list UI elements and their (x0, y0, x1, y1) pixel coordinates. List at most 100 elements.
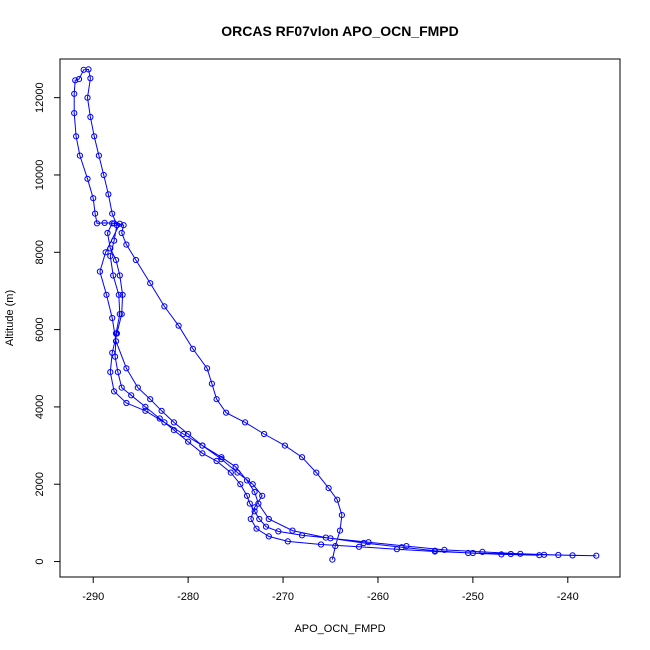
data-point (332, 543, 339, 550)
data-point (334, 496, 341, 503)
data-point (175, 322, 182, 329)
data-point (536, 552, 543, 559)
data-point (134, 384, 141, 391)
data-point (234, 469, 241, 476)
data-point (147, 396, 154, 403)
data-point (111, 237, 118, 244)
data-point (118, 311, 125, 318)
data-point (251, 508, 258, 515)
data-point (237, 481, 244, 488)
data-point (227, 469, 234, 476)
data-point (261, 430, 268, 438)
data-point (256, 515, 263, 523)
data-point (109, 314, 116, 322)
data-point (116, 311, 123, 318)
data-point (96, 268, 104, 275)
data-point (498, 551, 505, 558)
data-point (115, 291, 122, 298)
data-point (249, 481, 256, 488)
x-tick-label: -250 (462, 591, 484, 603)
y-tick-label: 0 (34, 558, 46, 564)
data-point (281, 442, 288, 449)
data-point (116, 272, 123, 279)
y-tick-label: 12000 (34, 82, 46, 113)
data-point (199, 442, 206, 449)
data-point (91, 133, 98, 140)
data-point (242, 419, 249, 426)
data-point (101, 219, 108, 226)
data-point (112, 353, 119, 360)
data-point (71, 110, 78, 117)
data-point (71, 90, 78, 97)
data-point (72, 77, 79, 84)
data-point (114, 369, 122, 376)
data-point (107, 245, 114, 252)
data-point (517, 550, 524, 557)
data-point (84, 175, 91, 182)
data-point (112, 256, 120, 264)
data-point (142, 403, 149, 410)
y-tick-label: 6000 (34, 317, 46, 341)
data-point (317, 541, 325, 548)
data-point (147, 280, 154, 287)
x-tick-label: -280 (177, 591, 199, 603)
data-point (189, 345, 196, 352)
data-point (93, 220, 101, 227)
plot-frame (59, 58, 621, 578)
data-point (113, 330, 121, 337)
data-point (84, 94, 91, 101)
data-point (243, 477, 251, 484)
data-point (170, 419, 177, 426)
data-point (213, 396, 220, 403)
data-point (251, 504, 258, 511)
data-point (569, 552, 576, 559)
data-point (259, 492, 266, 499)
data-point (95, 152, 103, 159)
y-axis-label: Altitude (m) (4, 290, 16, 346)
data-point (243, 492, 251, 499)
data-point (255, 500, 262, 507)
data-point (322, 534, 329, 541)
data-point (142, 407, 149, 414)
data-point (120, 222, 127, 229)
data-point (262, 523, 270, 530)
data-point (185, 438, 192, 445)
data-point (204, 365, 211, 372)
data-point (355, 543, 363, 550)
x-axis: -290 -280 -270 -260 -250 -240 (82, 577, 579, 603)
data-point (161, 419, 168, 426)
data-point (251, 488, 258, 496)
data-point (431, 547, 438, 554)
data-point (218, 456, 225, 463)
data-point (298, 532, 306, 539)
y-tick-label: 2000 (34, 472, 46, 496)
data-point (105, 191, 112, 198)
data-point (336, 527, 344, 534)
data-point (593, 552, 600, 559)
data-point (275, 528, 282, 535)
data-point (232, 463, 239, 470)
data-point (298, 454, 306, 461)
data-point (247, 515, 254, 523)
data-point (87, 75, 94, 82)
data-point (92, 210, 99, 217)
x-axis-label: APO_OCN_FMPD (294, 623, 385, 635)
data-point (76, 152, 84, 159)
data-point (313, 469, 320, 476)
data-point (223, 409, 230, 416)
data-point (465, 549, 472, 557)
data-point (218, 454, 225, 461)
data-point (161, 303, 168, 310)
data-point (119, 291, 126, 298)
data-point (208, 380, 215, 387)
data-point (507, 550, 514, 558)
data-point (441, 546, 448, 554)
data-point (265, 515, 272, 523)
data-point (85, 66, 92, 73)
data-point (100, 171, 107, 179)
data-point (73, 133, 80, 140)
data-point (289, 527, 296, 534)
data-point (185, 430, 192, 438)
data-point (128, 392, 135, 399)
data-point (398, 544, 405, 551)
